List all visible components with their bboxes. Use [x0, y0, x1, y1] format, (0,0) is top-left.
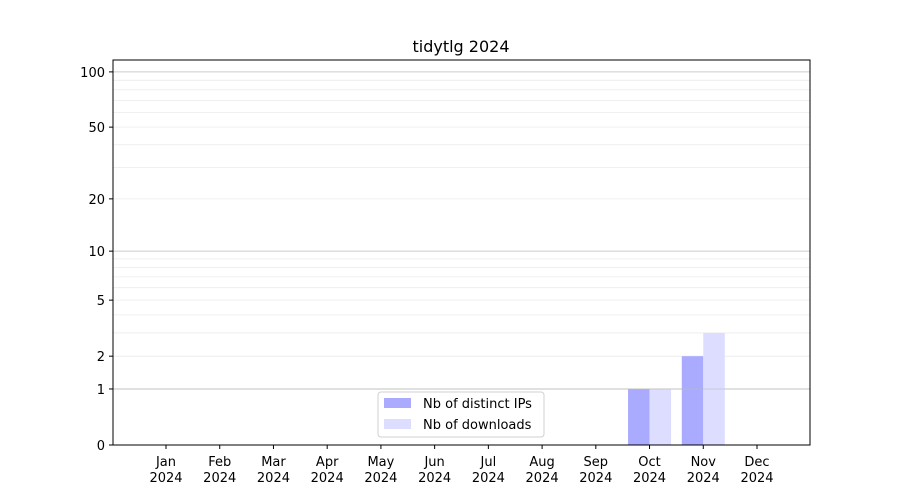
y-tick-label: 100: [80, 66, 105, 81]
x-tick-label: 2024: [257, 471, 290, 486]
y-tick-label: 10: [88, 245, 105, 260]
x-tick-label: 2024: [633, 471, 666, 486]
x-tick-label: Sep: [584, 455, 609, 470]
bar-distinct-ips: [681, 356, 704, 445]
x-tick-label: Aug: [529, 455, 554, 470]
x-tick-label: 2024: [311, 471, 344, 486]
bar-downloads: [649, 388, 672, 445]
x-tick-label: Feb: [208, 455, 231, 470]
x-tick-label: 2024: [472, 471, 505, 486]
x-tick-label: 2024: [687, 471, 720, 486]
legend-swatch: [384, 419, 411, 429]
legend-label: Nb of downloads: [423, 418, 532, 433]
x-tick-label: Jan: [155, 455, 176, 470]
y-tick-label: 0: [97, 439, 105, 454]
x-tick-label: 2024: [364, 471, 397, 486]
x-tick-label: Jun: [423, 455, 444, 470]
y-tick-label: 1: [97, 383, 105, 398]
x-tick-label: Nov: [691, 455, 717, 470]
y-tick-label: 20: [88, 193, 105, 208]
x-tick-label: Dec: [744, 455, 769, 470]
legend-swatch: [384, 398, 411, 408]
x-tick-label: Oct: [638, 455, 660, 470]
x-tick-label: 2024: [149, 471, 182, 486]
y-tick-label: 5: [97, 294, 105, 309]
x-tick-label: 2024: [579, 471, 612, 486]
x-tick-label: 2024: [418, 471, 451, 486]
legend-label: Nb of distinct IPs: [423, 397, 532, 412]
legend-box: [377, 391, 545, 438]
x-tick-label: 2024: [203, 471, 236, 486]
chart-title: tidytlg 2024: [412, 37, 509, 56]
y-tick-label: 50: [88, 121, 105, 136]
x-tick-label: 2024: [740, 471, 773, 486]
x-tick-label: Apr: [316, 455, 339, 470]
y-tick-label: 2: [97, 350, 105, 365]
x-tick-label: 2024: [526, 471, 559, 486]
axes-frame: [112, 59, 811, 446]
legend: Nb of distinct IPs Nb of downloads: [377, 391, 545, 438]
x-tick-label: Mar: [261, 455, 286, 470]
x-tick-label: May: [367, 455, 394, 470]
bar-distinct-ips: [628, 388, 650, 445]
x-tick-label: Jul: [480, 455, 497, 470]
